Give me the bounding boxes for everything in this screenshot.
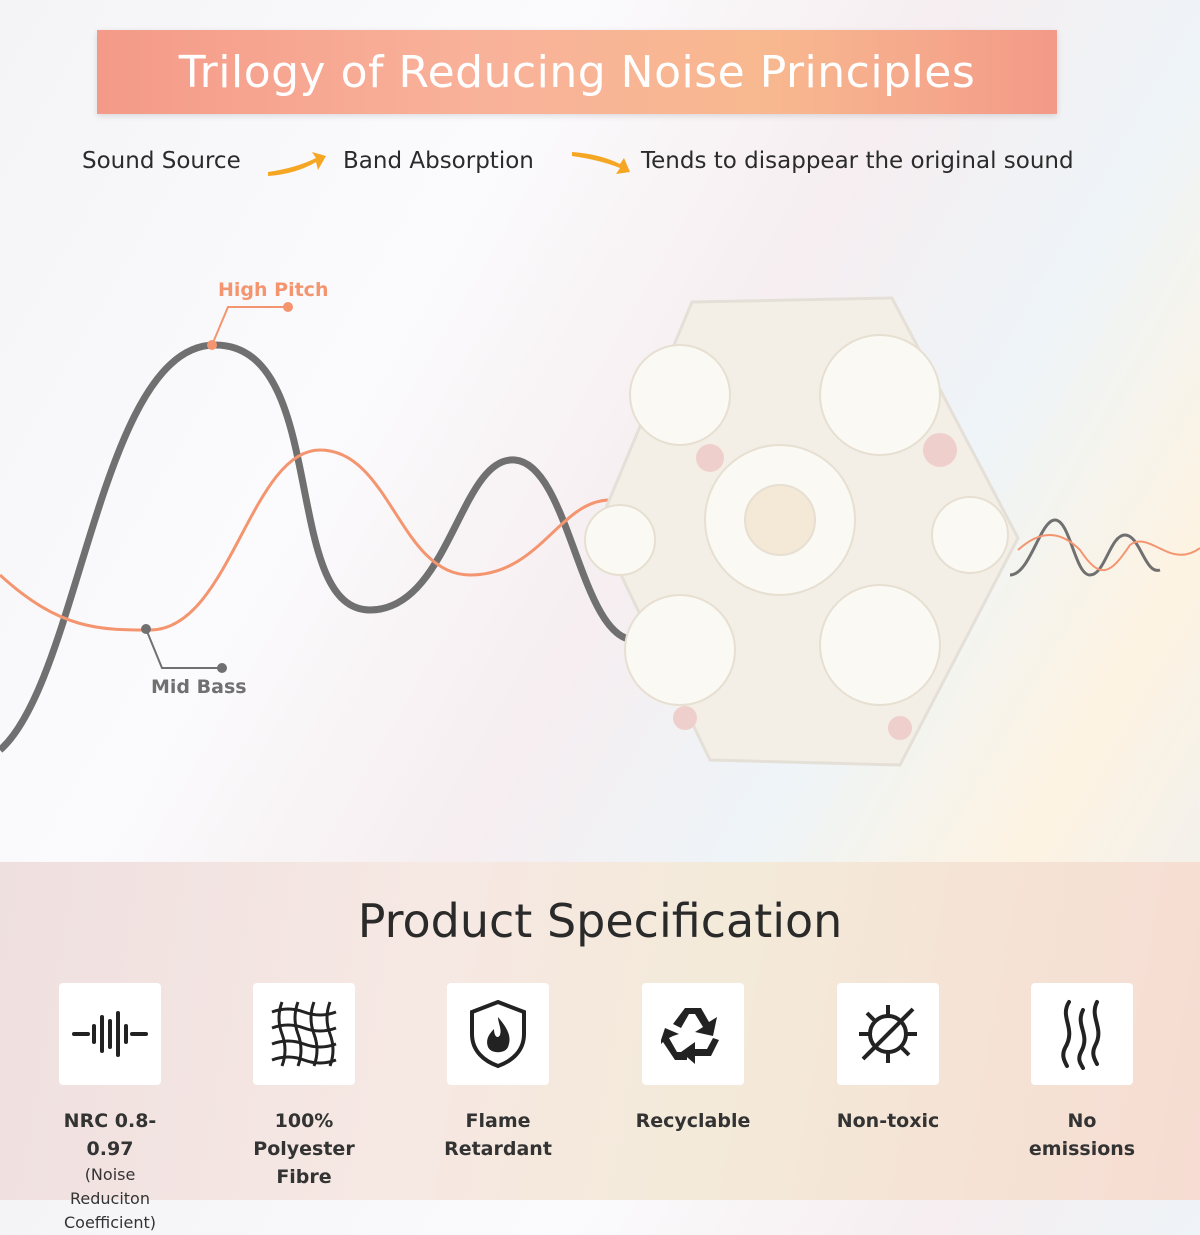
wave-label: Mid Bass <box>151 676 247 698</box>
pitch-wave <box>0 448 611 632</box>
spec-label: NRC 0.8-0.97 <box>63 1110 157 1160</box>
wave-diagram: High Pitch Mid Bass <box>0 279 1200 767</box>
nontoxic-icon <box>859 1005 917 1063</box>
spec-item: 100% Polyester Fibre <box>209 983 399 1191</box>
leader <box>211 306 288 346</box>
spec-label: 100% Polyester Fibre <box>253 1110 355 1188</box>
flow-step: Band Absorption <box>343 148 534 174</box>
leader <box>145 628 222 669</box>
spec-note: (Noise Reduciton Coefficient) <box>63 1165 156 1232</box>
title-banner: Trilogy of Reducing Noise Principles <box>97 30 1057 114</box>
icon <box>447 983 549 1085</box>
flow: Sound Source Band Absorption Tends to di… <box>0 148 1200 180</box>
spec-label: Recyclable <box>635 1110 751 1132</box>
fibre-icon <box>271 1001 337 1067</box>
spec-label: Non-toxic <box>836 1110 940 1132</box>
sound-icon <box>72 1011 148 1057</box>
spec-item: No emissions <box>987 983 1177 1163</box>
flower-pattern <box>584 334 1009 706</box>
dot <box>217 663 227 673</box>
dot <box>283 302 293 312</box>
spec-label: Flame Retardant <box>444 1110 552 1160</box>
arrow <box>572 152 630 174</box>
flow-step: Tends to disappear the original sound <box>641 148 1074 174</box>
icon <box>59 983 161 1085</box>
spec-item: NRC 0.8-0.97 (Noise Reduciton Coefficien… <box>15 983 205 1235</box>
recycle-icon <box>661 1008 719 1064</box>
emission-icon <box>1061 1000 1101 1070</box>
bass-wave-out <box>1009 518 1161 577</box>
icon <box>1031 983 1133 1085</box>
spec-section: Product Specification NRC 0.8-0.97 (Nois… <box>0 862 1200 1232</box>
spec-item: Flame Retardant <box>403 983 593 1163</box>
pitch-wave-out <box>1017 534 1200 571</box>
dot <box>141 624 151 634</box>
buds <box>673 433 957 740</box>
arrow <box>268 152 326 176</box>
dot <box>207 340 217 350</box>
title: Trilogy of Reducing Noise Principles <box>178 46 976 98</box>
spec-title: Product Specification <box>357 894 843 948</box>
bass-wave <box>0 341 636 753</box>
icon <box>253 983 355 1085</box>
icon <box>837 983 939 1085</box>
flow-step: Sound Source <box>82 148 241 174</box>
flame-icon <box>470 999 526 1069</box>
spec-item: Non-toxic <box>793 983 983 1135</box>
wave-label: High Pitch <box>218 279 328 301</box>
spec-item: Recyclable <box>598 983 788 1135</box>
icon <box>642 983 744 1085</box>
spec-label: No emissions <box>1028 1110 1136 1160</box>
